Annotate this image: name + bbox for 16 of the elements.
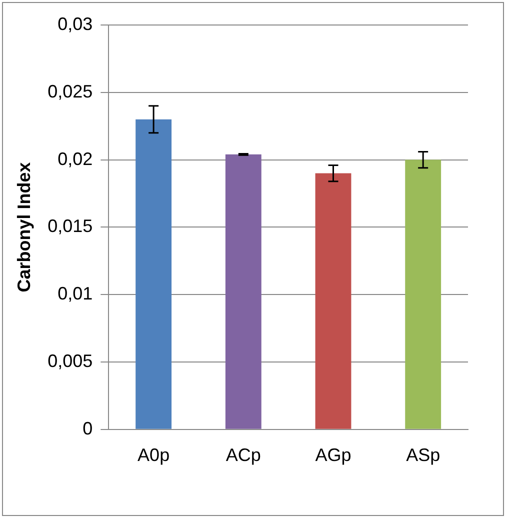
x-tick-label: ACp [226, 445, 261, 466]
bar [136, 119, 172, 429]
bar [405, 160, 442, 429]
y-tick-label: 0,005 [48, 350, 93, 371]
y-tick-label: 0,025 [48, 81, 93, 102]
x-tick-label: A0p [138, 445, 170, 466]
y-tick-label: 0,02 [58, 148, 93, 169]
y-tick-label: 0,015 [48, 216, 93, 236]
y-tick-label: 0 [82, 418, 93, 438]
bar [315, 173, 352, 429]
y-axis-title: Carbonyl Index [14, 162, 34, 292]
x-tick-label: ASp [406, 445, 440, 466]
bar [225, 154, 262, 429]
x-tick-label: AGp [315, 445, 352, 466]
y-tick-label: 0,01 [58, 284, 93, 304]
y-tick-label: 0,03 [58, 14, 93, 34]
